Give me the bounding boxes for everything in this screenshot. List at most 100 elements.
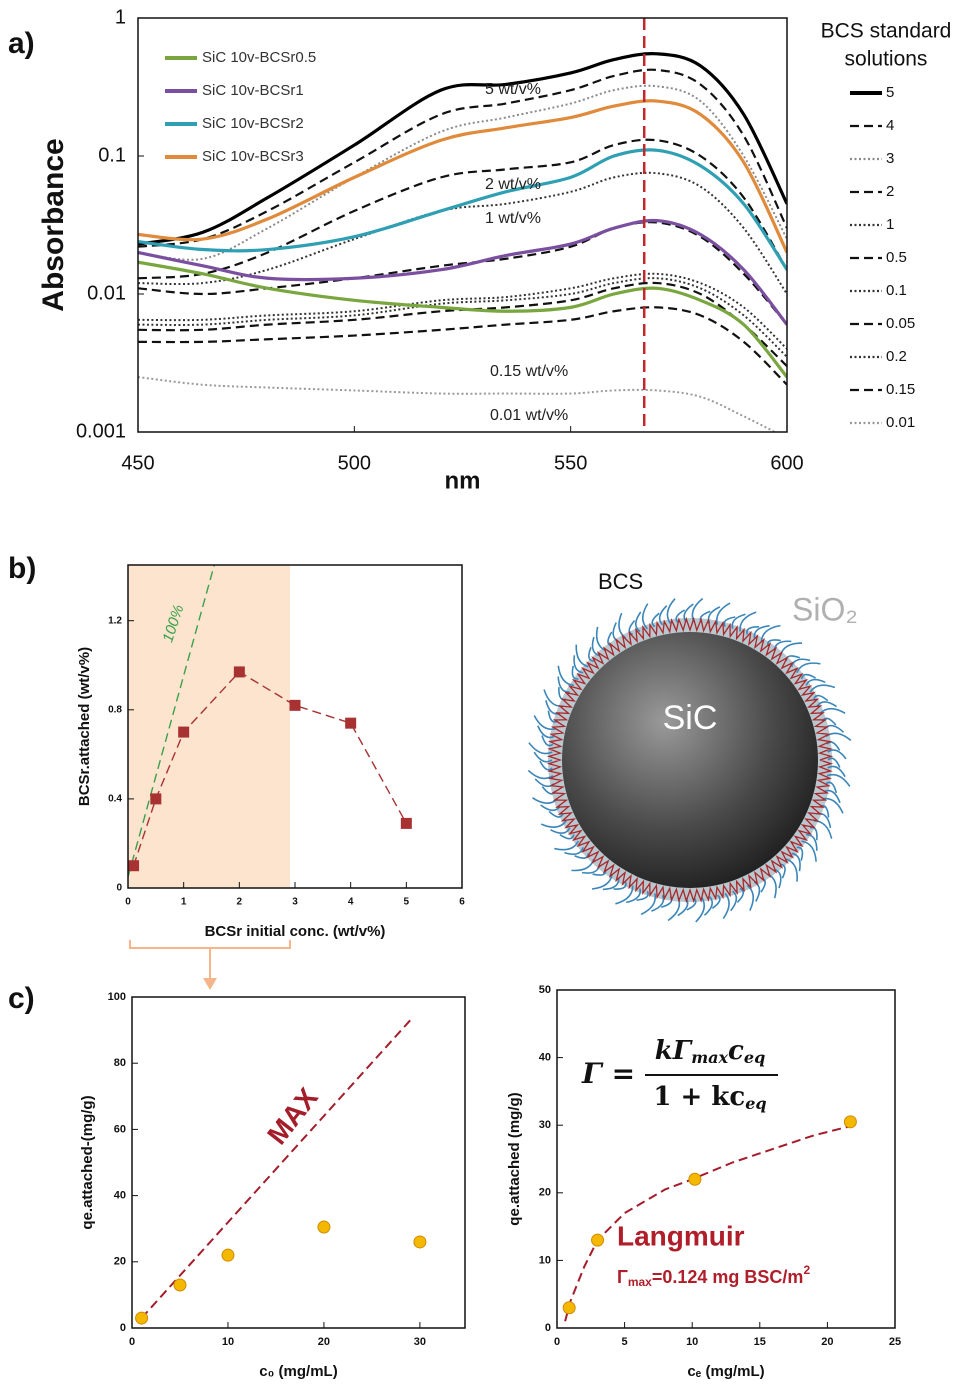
legend-label: 3 [886, 150, 894, 167]
marker [413, 1235, 427, 1249]
data-line [138, 84, 787, 261]
fiber [573, 655, 584, 674]
fiber [595, 626, 607, 652]
fiber [753, 625, 770, 639]
formula-numerator: kΓmaxceq [655, 1036, 766, 1067]
legend-label: 0.15 [886, 381, 915, 398]
fiber [651, 894, 665, 912]
shaded-region [128, 565, 290, 888]
chart: 0 1 2 3 4 5 6 0 0.4 0.8 1.2 BCSr initial conc. (wt/… [76, 564, 465, 940]
x-axis-label: nm [445, 467, 481, 494]
y-tick-label: 0.001 [76, 420, 126, 442]
label-sic: SiC [663, 699, 718, 737]
fiber [703, 896, 714, 916]
bcs-network [546, 616, 834, 904]
fiber [615, 885, 634, 905]
legend-label: SiC 10v-BCSr1 [202, 82, 304, 99]
x-tick-label: 550 [554, 452, 587, 474]
marker [128, 860, 140, 872]
fiber [602, 878, 620, 891]
marker [317, 1220, 331, 1234]
data-line [138, 221, 787, 326]
fiber [591, 636, 600, 657]
legend-title: solutions [845, 48, 928, 71]
fiber [791, 852, 801, 872]
marker [135, 1311, 149, 1325]
legend-label: 0.2 [886, 348, 907, 365]
x-axis-label: cₑ (mg/mL) [687, 1363, 764, 1380]
y-axis-label: qe.attached-(mg/g) [79, 1095, 96, 1229]
x-tick-label: 1 [181, 897, 187, 908]
x-tick-label: 500 [338, 452, 371, 474]
plot-frame [137, 17, 788, 433]
legend-label: SiC 10v-BCSr3 [202, 148, 304, 165]
legend-label: 2 [886, 183, 894, 200]
marker [400, 817, 412, 829]
fiber [541, 735, 554, 747]
fiber [711, 894, 721, 909]
fiber [575, 644, 589, 668]
fiber [641, 603, 649, 630]
fiber [736, 887, 745, 903]
x-tick-label: 6 [459, 897, 465, 908]
fiber [730, 890, 738, 912]
fiber [539, 760, 553, 771]
fiber [574, 853, 590, 859]
fiber [666, 598, 676, 624]
fiber [559, 834, 575, 840]
marker [173, 1278, 187, 1292]
fiber [588, 647, 594, 662]
data-line [138, 52, 787, 246]
y-tick-label: 40 [539, 1052, 551, 1064]
fiber [813, 694, 829, 702]
chart: 450 500 550 600 0.001 0.01 0.1 1 nm Absorbance SiC… [37, 6, 951, 494]
annotation: 1 wt/v% [485, 210, 541, 227]
fiber [537, 725, 555, 739]
annotation: 0.15 wt/v% [490, 363, 568, 380]
fiber [826, 741, 841, 751]
data-line [128, 565, 215, 878]
fiber [557, 665, 575, 687]
x-tick-label: 20 [318, 1336, 330, 1348]
panel-label: a) [8, 27, 35, 60]
x-axis-label: BCSr initial conc. (wt/v%) [205, 923, 386, 940]
x-tick-label: 15 [754, 1336, 766, 1348]
data-line [138, 260, 787, 379]
y-axis-label: qe.attached (mg/g) [506, 1092, 523, 1225]
fiber [716, 602, 731, 625]
y-tick-label: 0.1 [98, 144, 126, 166]
fiber [731, 613, 746, 629]
annotation: 5 wt/v% [485, 81, 541, 98]
marker [345, 717, 357, 729]
fiber [723, 616, 736, 627]
data-line [138, 148, 787, 271]
selection-arrow [129, 940, 291, 990]
y-tick-label: 0 [120, 1322, 126, 1334]
fiber [739, 611, 757, 632]
y-tick-label: 1.2 [108, 615, 122, 626]
label-bcs: BCS [598, 569, 643, 594]
marker [289, 699, 301, 711]
marker [150, 793, 162, 805]
plot-frame [127, 564, 463, 889]
plot-frame [131, 996, 466, 1329]
data-line [138, 376, 777, 432]
y-tick-label: 0.01 [87, 282, 126, 304]
marker [178, 726, 190, 738]
legend-label: 0.05 [886, 315, 915, 332]
data-line [138, 281, 787, 367]
x-axis-label: c₀ (mg/mL) [259, 1363, 337, 1380]
x-tick-label: 3 [292, 897, 298, 908]
y-tick-label: 80 [114, 1057, 126, 1069]
x-tick-label: 25 [889, 1336, 901, 1348]
fiber [557, 676, 570, 693]
fiber [528, 742, 553, 755]
legend-label: 1 [886, 216, 894, 233]
x-tick-label: 600 [770, 452, 803, 474]
data-line [138, 138, 787, 280]
annotation: 0.01 wt/v% [490, 407, 568, 424]
legend-label: 4 [886, 117, 894, 134]
x-tick-label: 20 [821, 1336, 833, 1348]
fiber [746, 626, 760, 635]
fiber [658, 605, 668, 626]
